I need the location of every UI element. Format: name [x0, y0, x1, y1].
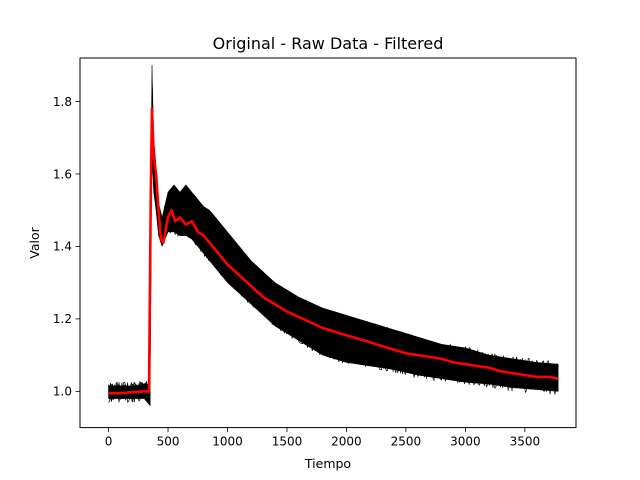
x-tick-label: 2500	[391, 435, 422, 449]
x-tick-label: 3500	[510, 435, 541, 449]
plot-area	[108, 65, 559, 407]
y-axis-ticks: 1.0 1.2 1.4 1.6 1.8	[53, 95, 80, 399]
raw-trace	[108, 87, 558, 396]
filtered-line	[108, 107, 559, 395]
y-tick-label: 1.0	[53, 385, 72, 399]
x-tick-label: 1500	[272, 435, 303, 449]
x-tick-label: 1000	[212, 435, 243, 449]
chart-title: Original - Raw Data - Filtered	[213, 34, 444, 53]
raw-trace	[108, 98, 559, 397]
y-tick-label: 1.2	[53, 312, 72, 326]
x-tick-label: 0	[105, 435, 113, 449]
x-axis-label: Tiempo	[304, 456, 351, 471]
y-tick-label: 1.4	[53, 240, 72, 254]
axes-frame	[79, 57, 577, 429]
x-tick-label: 500	[157, 435, 180, 449]
x-axis-ticks: 0 500 1000 1500 2000 2500 3000 3500	[105, 427, 541, 449]
y-tick-label: 1.6	[53, 167, 72, 181]
raw-trace	[108, 133, 559, 402]
x-tick-label: 2000	[331, 435, 362, 449]
y-axis-label: Valor	[27, 226, 42, 258]
x-tick-label: 3000	[450, 435, 481, 449]
y-tick-label: 1.8	[53, 95, 72, 109]
